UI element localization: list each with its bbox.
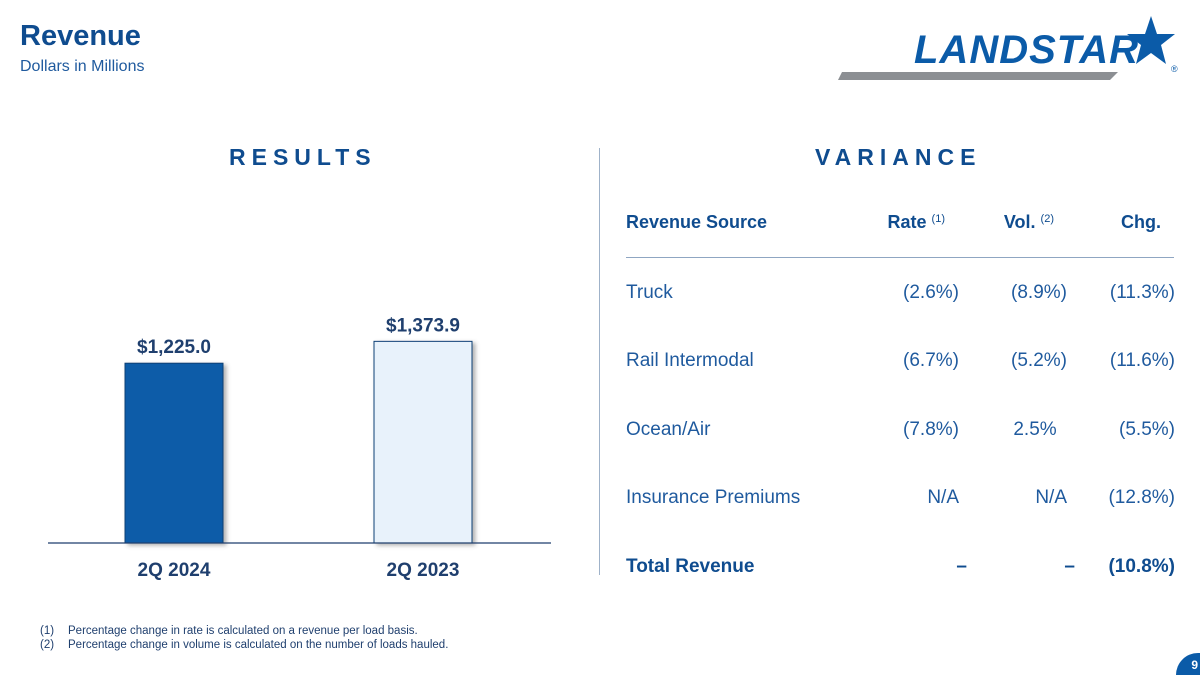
rate-footnote-ref: (1) bbox=[931, 213, 945, 225]
table-row-source: Rail Intermodal bbox=[626, 350, 754, 371]
bar-value-label: $1,225.0 bbox=[137, 337, 211, 358]
table-header-rule bbox=[626, 257, 1174, 258]
table-row-source: Insurance Premiums bbox=[626, 487, 801, 508]
footnote-text: Percentage change in rate is calculated … bbox=[68, 625, 418, 637]
star-icon bbox=[1127, 16, 1175, 64]
logo-wordmark: LANDSTAR bbox=[914, 28, 1140, 72]
table-row-vol: (8.9%) bbox=[1011, 282, 1067, 303]
logo-stripe bbox=[838, 72, 1118, 80]
x-tick-label: 2Q 2024 bbox=[138, 560, 211, 581]
col-header-vol: Vol. (2) bbox=[1004, 212, 1054, 233]
total-row-source: Total Revenue bbox=[626, 556, 755, 577]
table-row-source: Ocean/Air bbox=[626, 419, 711, 440]
footnote-number: (2) bbox=[40, 639, 55, 651]
table-row-vol: (5.2%) bbox=[1011, 350, 1067, 371]
table-row-chg: (12.8%) bbox=[1108, 487, 1175, 508]
total-row-vol: – bbox=[1064, 556, 1075, 577]
table-row-vol: 2.5% bbox=[1013, 419, 1057, 440]
landstar-logo: LANDSTAR ® bbox=[838, 10, 1198, 85]
table-row-vol: N/A bbox=[1035, 487, 1067, 508]
x-tick-label: 2Q 2023 bbox=[387, 560, 460, 581]
bar-2q-2024 bbox=[124, 362, 224, 544]
page-title: Revenue bbox=[20, 20, 141, 52]
section-divider bbox=[599, 148, 600, 575]
footnote-2: (2) Percentage change in volume is calcul… bbox=[40, 639, 448, 651]
footnote-text: Percentage change in volume is calculate… bbox=[68, 639, 449, 651]
registered-mark: ® bbox=[1171, 64, 1178, 74]
total-row-rate: – bbox=[956, 556, 967, 577]
footnote-1: (1) Percentage change in rate is calculat… bbox=[40, 625, 418, 637]
table-row-rate: (2.6%) bbox=[903, 282, 959, 303]
total-row-chg: (10.8%) bbox=[1108, 556, 1175, 577]
table-row-chg: (11.6%) bbox=[1109, 350, 1175, 371]
table-row-rate: (7.8%) bbox=[903, 419, 959, 440]
bar-value-label: $1,373.9 bbox=[386, 315, 460, 336]
page-subtitle: Dollars in Millions bbox=[20, 58, 145, 75]
variance-heading: VARIANCE bbox=[815, 144, 982, 170]
table-row-rate: (6.7%) bbox=[903, 350, 959, 371]
table-row-chg: (5.5%) bbox=[1119, 419, 1175, 440]
revenue-bar-chart: $1,225.0 2Q 2024 $1,373.9 2Q 2023 bbox=[48, 315, 551, 581]
page-number: 9 bbox=[1176, 653, 1200, 675]
col-header-vol-label: Vol. bbox=[1003, 212, 1036, 232]
table-row-source: Truck bbox=[626, 282, 673, 303]
col-header-source: Revenue Source bbox=[626, 212, 768, 232]
bar-2q-2023 bbox=[373, 340, 473, 544]
col-header-rate: Rate (1) bbox=[888, 212, 945, 233]
vol-footnote-ref: (2) bbox=[1040, 213, 1054, 225]
col-header-chg: Chg. bbox=[1121, 212, 1161, 232]
footnote-number: (1) bbox=[40, 625, 55, 637]
table-row-rate: N/A bbox=[927, 487, 959, 508]
table-row-chg: (11.3%) bbox=[1109, 282, 1175, 303]
results-heading: RESULTS bbox=[229, 144, 377, 170]
col-header-rate-label: Rate bbox=[887, 212, 927, 232]
